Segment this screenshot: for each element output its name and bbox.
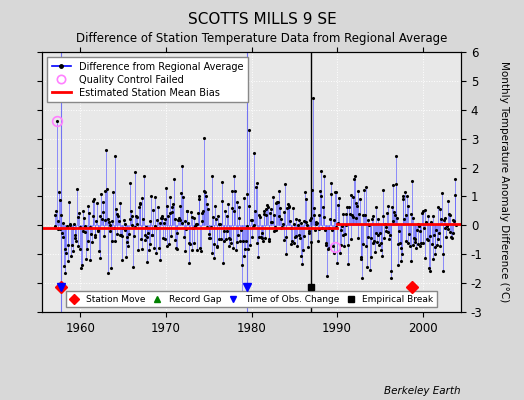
Legend: Station Move, Record Gap, Time of Obs. Change, Empirical Break: Station Move, Record Gap, Time of Obs. C… [66,291,437,308]
Text: Difference of Station Temperature Data from Regional Average: Difference of Station Temperature Data f… [77,32,447,45]
Y-axis label: Monthly Temperature Anomaly Difference (°C): Monthly Temperature Anomaly Difference (… [499,61,509,303]
Text: SCOTTS MILLS 9 SE: SCOTTS MILLS 9 SE [188,12,336,27]
Text: Berkeley Earth: Berkeley Earth [385,386,461,396]
